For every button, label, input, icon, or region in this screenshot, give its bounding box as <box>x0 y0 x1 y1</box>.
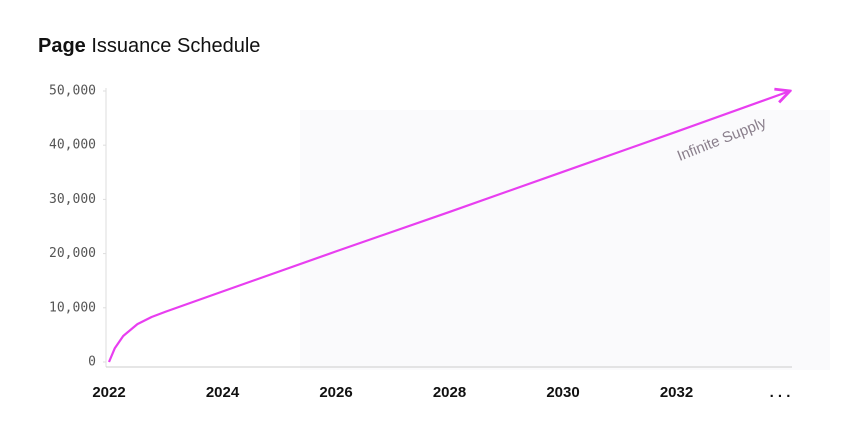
title-emphasis: Page <box>38 35 86 57</box>
y-tick-label: 20,000 <box>49 246 96 261</box>
y-tick-label: 0 <box>88 355 96 370</box>
y-tick-label: 30,000 <box>49 192 96 207</box>
supply-line <box>107 91 790 363</box>
y-tick-label: 50,000 <box>49 84 96 99</box>
x-tick-label: 2022 <box>92 384 125 401</box>
title-rest: Issuance Schedule <box>91 35 260 57</box>
x-tick-label: 2026 <box>319 384 352 401</box>
x-tick-label: 2030 <box>546 384 579 401</box>
x-tick-label: . . . <box>770 384 791 401</box>
x-tick-label: 2032 <box>660 384 693 401</box>
y-tick-label: 40,000 <box>49 138 96 153</box>
backdrop <box>300 110 830 370</box>
x-tick-label: 2024 <box>206 384 240 401</box>
chart-title: Page Issuance Schedule <box>38 35 260 57</box>
y-tick-label: 10,000 <box>49 300 96 315</box>
x-tick-label: 2028 <box>433 384 466 401</box>
